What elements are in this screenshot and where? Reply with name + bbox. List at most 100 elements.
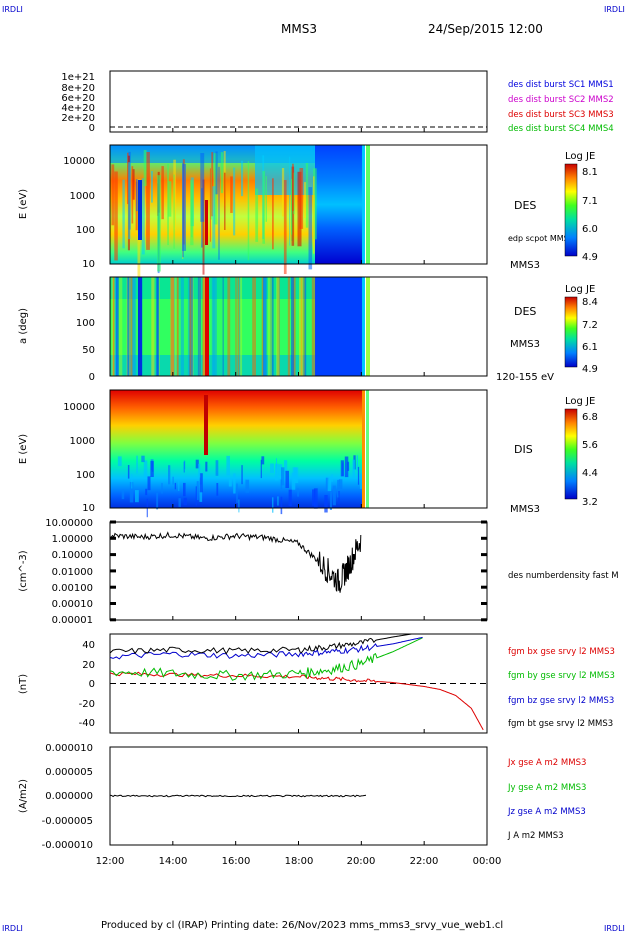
spectrogram-streak [200,153,205,222]
dis-streak [272,497,274,513]
colorbar-tick: 4.9 [582,364,598,375]
colorbar-tick: 4.9 [582,252,598,263]
pitch-streak [116,277,119,376]
instrument-label: DIS [514,443,533,456]
bfield-series-3 [109,633,423,655]
spectrogram-streak [141,178,145,255]
pitch-streak [174,277,177,376]
dis-streak [195,486,197,506]
spectrogram-streak [241,160,244,197]
colorbar-tick: 6.0 [582,224,598,235]
dis-streak [183,497,187,506]
spectrogram-streak [289,156,291,246]
dis-streak [280,496,283,515]
spectrogram-streak [146,152,150,250]
time-tick-label: 16:00 [222,856,251,867]
pitch-streak [287,277,290,376]
colorbar-tick: 3.2 [582,497,598,508]
spectrogram-streak [211,152,214,217]
ytick-label: 100 [76,470,95,481]
dis-streak [216,483,219,496]
dis-streak [277,496,279,506]
dis-streak [344,456,349,478]
colorbar-tick: 4.4 [582,468,598,479]
bfield-series-2 [109,636,423,660]
y-axis-label: E (eV) [18,434,29,464]
bfield-lines [109,633,484,731]
pitch-streak [129,277,131,376]
spectrogram-quiet [315,145,362,264]
energy-range-label: 120-155 eV [496,372,554,383]
dis-streak [168,465,171,485]
dis-streak [329,492,332,510]
pitch-streak [222,277,224,376]
instrument-label: DES [514,199,536,212]
time-tick-label: 14:00 [159,856,188,867]
pitch-streak [156,277,159,376]
spectrogram-streak [111,164,115,226]
pitch-streak [127,277,131,376]
pitch-streak [132,277,135,376]
dis-streak [228,479,232,487]
pitch-streak [180,277,184,376]
dis-streak [357,466,360,485]
pitch-streak [303,277,305,376]
ytick-label: 0.000005 [45,767,93,778]
ytick-label: 1.00000 [52,534,93,545]
ytick-label: 0.10000 [52,550,93,561]
dis-streak [199,473,203,493]
datetime-title: 24/Sep/2015 12:00 [428,22,543,36]
dis-spectrogram [110,390,362,508]
pitch-edge [366,277,370,376]
legend-entry: des dist burst SC3 MMS3 [508,110,614,120]
colorbar [564,408,578,500]
ytick-label: 8e+20 [61,83,95,94]
pitch-streak [235,277,237,376]
spectrogram-streak [247,161,250,261]
legend-entry: fgm bx gse srvy l2 MMS3 [508,647,615,657]
colorbar-tick: 5.6 [582,440,598,451]
pitch-streak [202,277,206,376]
dis-streak [131,473,133,489]
spectrogram-streak [131,166,134,224]
pitch-streak [261,277,265,376]
dis-streak [356,455,358,471]
spectrogram-streak [224,172,226,230]
panel-burst: 1e+21 8e+20 6e+20 4e+20 2e+20 0 des dist… [61,70,614,134]
dis-streak [313,488,318,509]
colorbar-tick: 6.1 [582,342,598,353]
dis-streak [332,485,336,506]
time-tick-label: 20:00 [347,856,376,867]
dis-streak [172,476,174,485]
pitch-streak [268,277,272,376]
ytick-label: 0 [89,679,95,690]
dis-streak [337,479,340,498]
colorbar [564,296,578,368]
ytick-label: 10 [82,259,95,270]
panel-des-pitch: 150 100 50 0 a (deg) DES MMS3 120-155 eV… [18,276,598,383]
dis-streak [150,461,154,477]
spectrogram-streak [303,182,307,219]
dis-streak [238,499,240,513]
ytick-label: 150 [76,292,95,303]
footer-credit: Produced by cl (IRAP) Printing date: 26/… [101,920,504,931]
pitch-streak [263,277,267,376]
dis-streak [196,481,199,500]
ytick-label: 0 [89,372,95,383]
spectrogram-streak [265,176,267,222]
pitch-quiet [315,277,362,376]
colorbar-tick: 7.2 [582,320,598,331]
panel-density: 10.00000 1.00000 0.10000 0.01000 0.00100… [18,518,619,626]
spectrogram-streak [168,181,172,217]
legend-entry: des numberdensity fast M [508,571,619,581]
pitch-streak [158,277,160,376]
time-tick-label: 12:00 [96,856,125,867]
dis-streak [147,476,151,491]
dis-streak [121,489,125,500]
colorbar-tick: 7.1 [582,196,598,207]
pitch-streak [211,277,215,376]
y-axis-label: E (eV) [18,189,29,219]
dis-streak [195,459,199,469]
colorbar-tick: 8.1 [582,167,598,178]
legend-entry: J A m2 MMS3 [507,831,564,841]
